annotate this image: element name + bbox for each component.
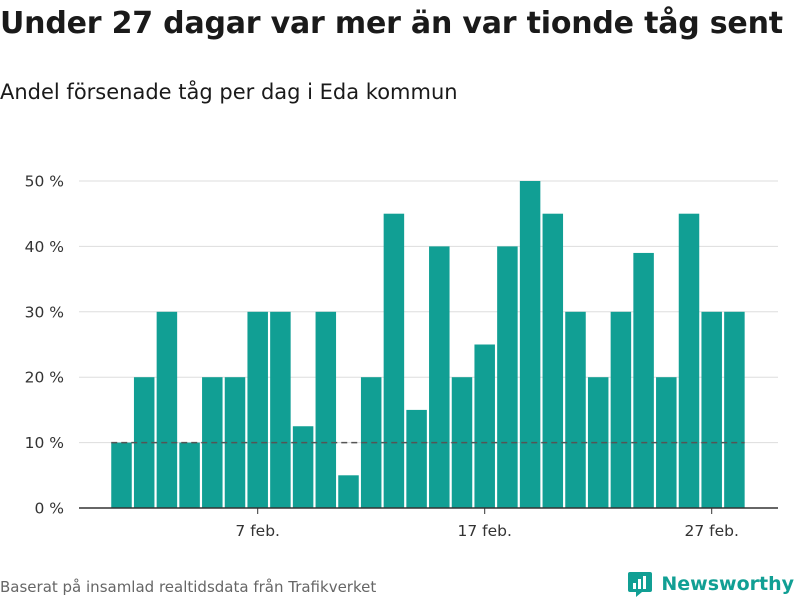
bar (724, 311, 745, 508)
bar (497, 246, 518, 508)
brand-name: Newsworthy (661, 573, 794, 595)
bar (474, 344, 495, 508)
newsworthy-logo-icon (628, 572, 653, 597)
bar (270, 311, 291, 508)
y-tick-label: 40 % (25, 238, 64, 256)
bar (315, 311, 337, 508)
bar (701, 311, 722, 508)
bars (111, 181, 745, 508)
bar (542, 213, 564, 508)
bar (111, 442, 132, 508)
bar (292, 426, 314, 508)
y-tick-label: 20 % (25, 369, 64, 387)
bar (678, 213, 700, 508)
x-tick-label: 7 feb. (235, 522, 280, 540)
chart-title: Under 27 dagar var mer än var tionde tåg… (0, 6, 783, 41)
x-tick-label: 27 feb. (684, 522, 738, 540)
bar (565, 311, 586, 508)
bar (383, 213, 405, 508)
chart-subtitle: Andel försenade tåg per dag i Eda kommun (0, 80, 458, 104)
y-tick-label: 10 % (25, 434, 64, 452)
source-note: Baserat på insamlad realtidsdata från Tr… (0, 578, 377, 596)
x-tick-label: 17 feb. (457, 522, 511, 540)
bar (338, 475, 359, 508)
y-tick-label: 50 % (25, 173, 64, 191)
bar (360, 377, 382, 508)
bar (156, 311, 178, 508)
axes: 0 % 10 % 20 % 30 % 40 % 50 % 7 feb. 17 feb. 27 f… (25, 173, 778, 540)
bar (429, 246, 450, 508)
bar (179, 442, 200, 508)
brand: Newsworthy (627, 570, 794, 598)
bar (247, 311, 268, 508)
bar (406, 409, 427, 508)
y-tick-label: 0 % (34, 500, 64, 518)
bar (633, 252, 654, 508)
bar (519, 181, 541, 508)
y-tick-label: 30 % (25, 303, 64, 321)
bar (610, 311, 632, 508)
bar (587, 377, 609, 508)
